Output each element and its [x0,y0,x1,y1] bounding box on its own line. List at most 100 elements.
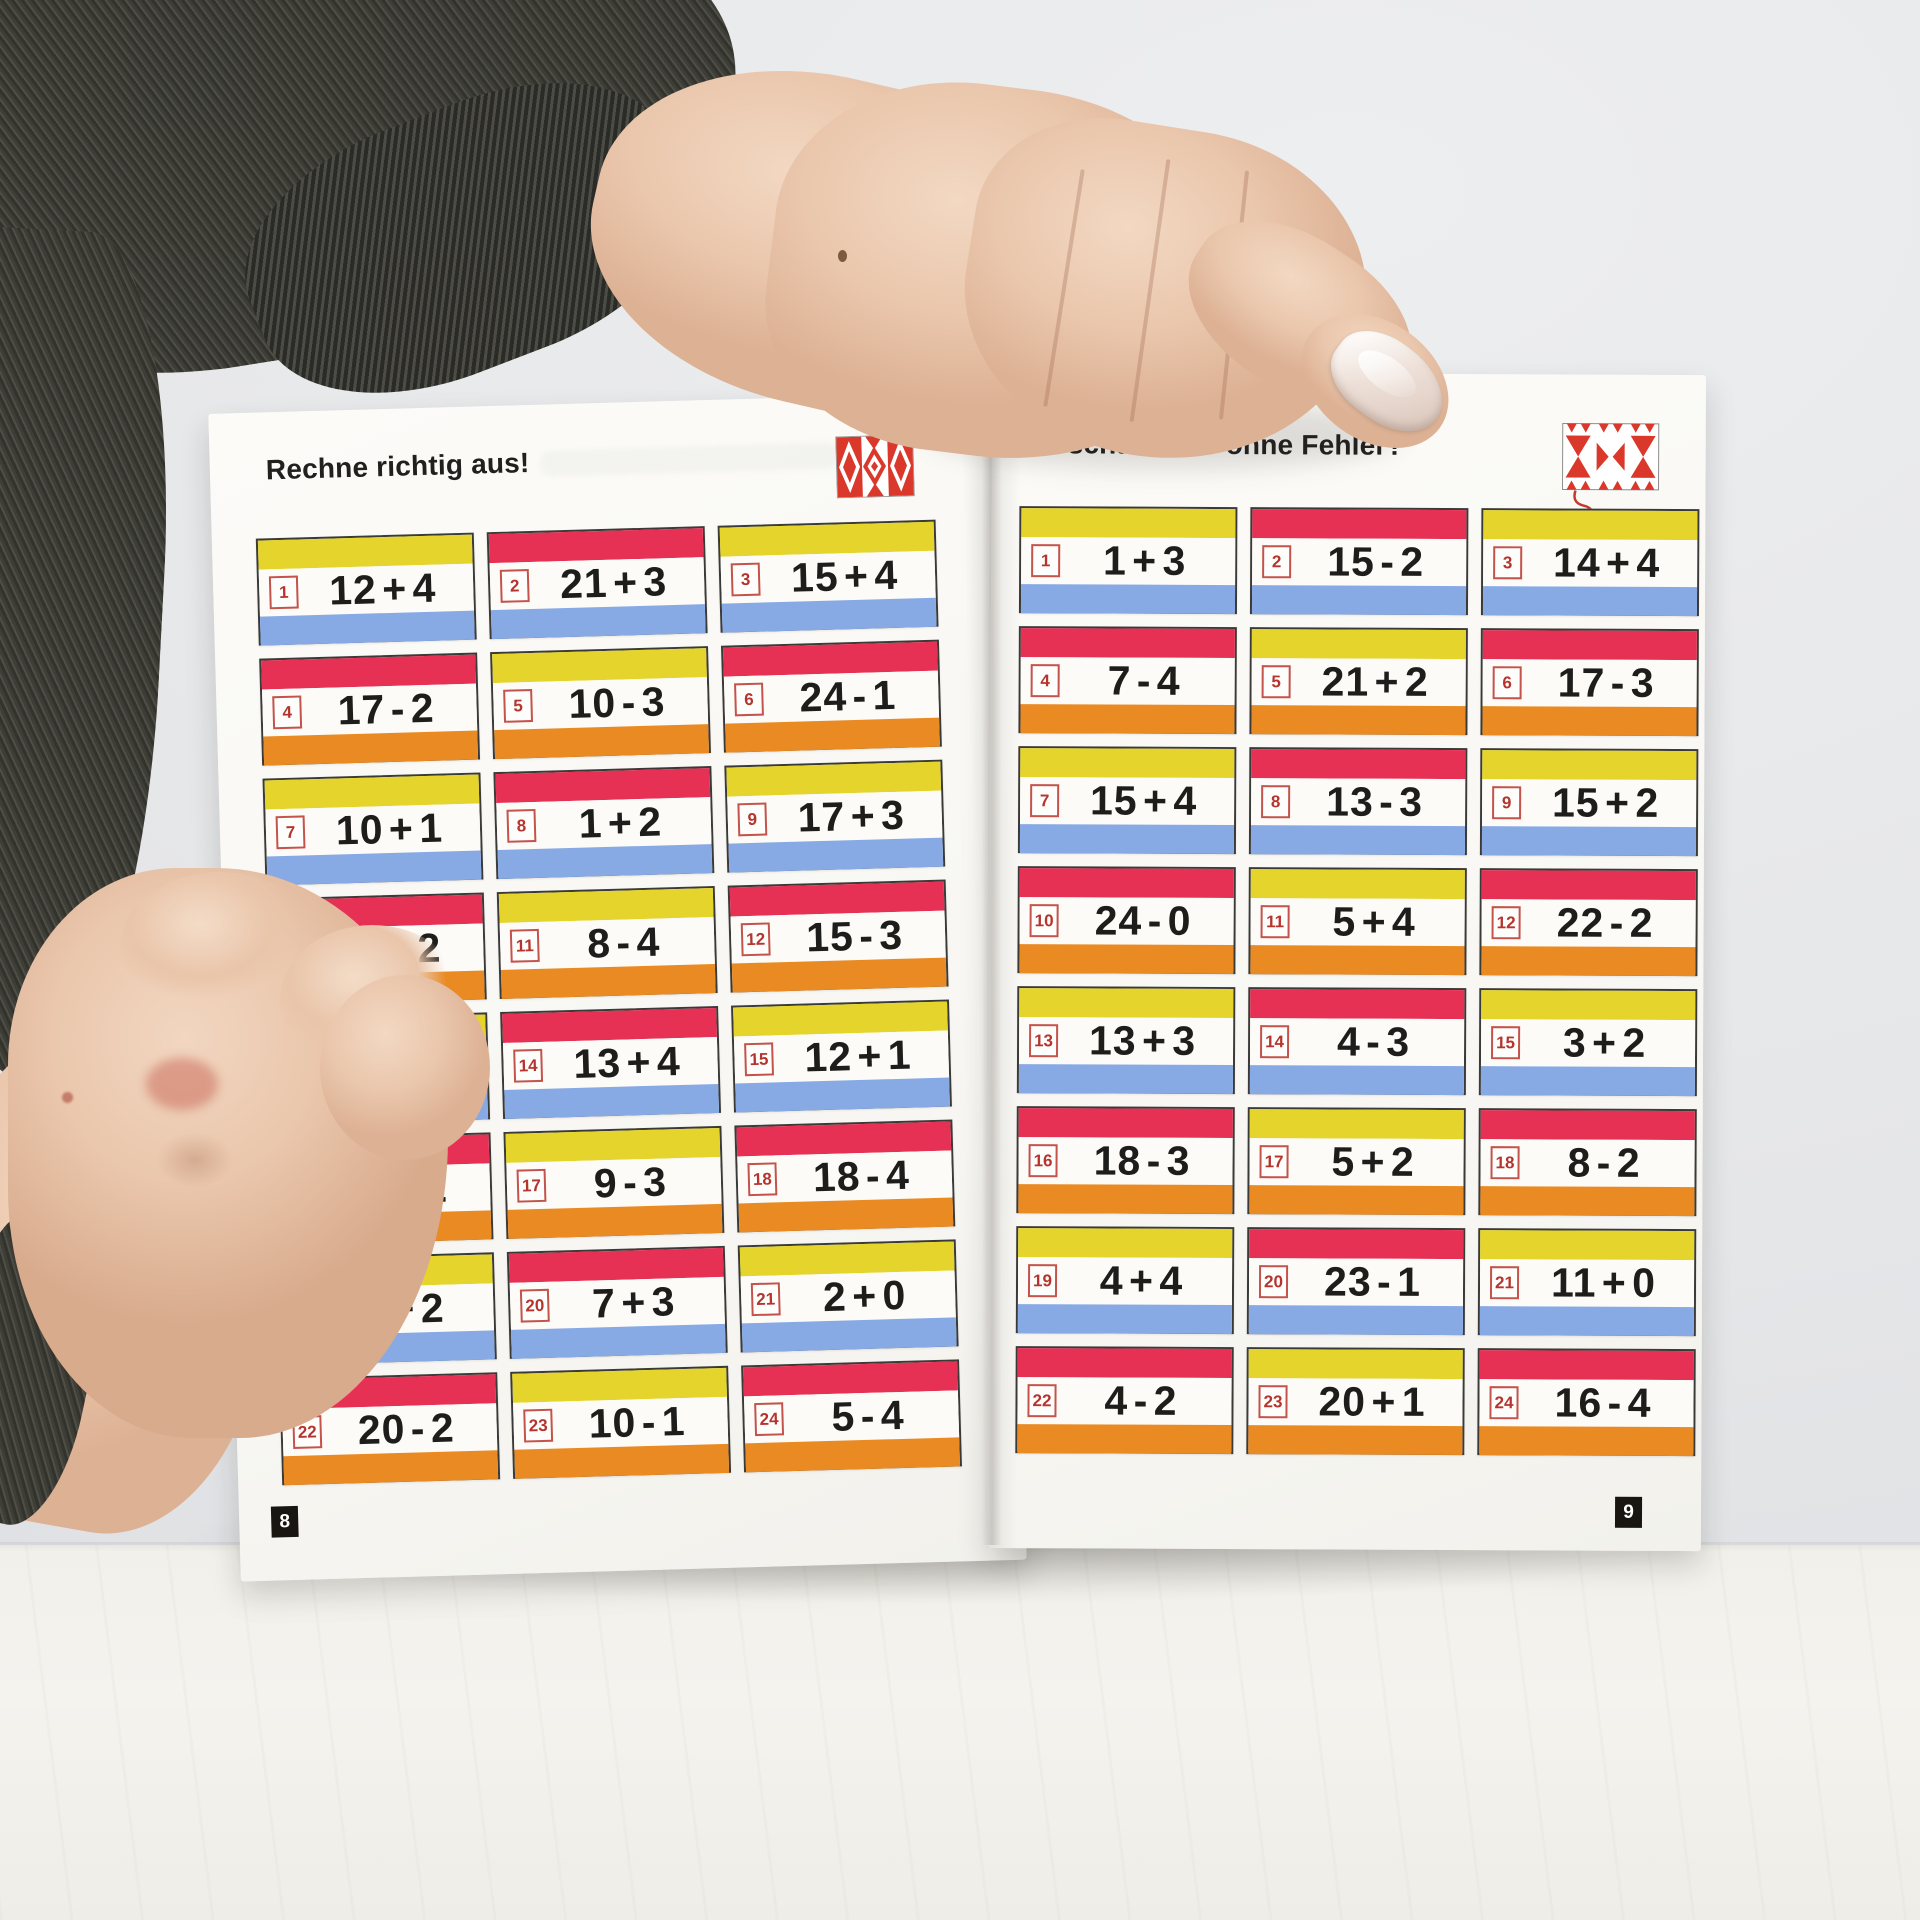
problem-number: 24 [754,1402,785,1437]
stripe-bottom [1250,945,1465,976]
problem-tile: 11 5 + 4 [1248,867,1467,976]
problem-expression: 18 - 3 [1093,1137,1191,1184]
red-skin-dot [62,1092,73,1103]
problem-tile: 20 23 - 1 [1246,1227,1466,1336]
tile-middle: 19 4 + 4 [1017,1257,1233,1306]
diamond-pattern-logo [835,434,915,499]
triangle-pattern-logo [1561,422,1660,531]
problem-tile: 5 21 + 2 [1249,627,1468,736]
problem-expression: 20 - 2 [357,1404,456,1454]
problem-expression: 5 - 4 [830,1391,906,1440]
stripe-top [1481,870,1696,901]
problem-tile: 8 1 + 2 [493,766,715,880]
tile-middle: 14 13 + 4 [502,1036,719,1090]
problem-expression: 12 + 4 [328,564,437,614]
problem-tile: 24 5 - 4 [741,1359,962,1473]
stripe-top [1018,1108,1233,1139]
stripe-bottom [1249,1065,1464,1096]
tile-middle: 10 24 - 0 [1019,897,1234,946]
stripe-top [1482,750,1697,781]
problem-expression: 22 - 2 [1556,899,1654,946]
stripe-top [1481,990,1696,1021]
problem-expression: 1 + 2 [578,798,663,847]
tile-middle: 9 17 + 3 [727,790,943,844]
stripe-top [1250,989,1465,1020]
problem-expression: 13 + 4 [572,1038,682,1087]
problem-tile: 10 24 - 0 [1017,866,1236,975]
problem-expression: 16 - 4 [1554,1379,1652,1426]
problem-number: 9 [737,802,768,837]
problem-number: 10 [1029,904,1059,938]
stripe-bottom [1248,1305,1463,1336]
problem-expression: 18 - 4 [812,1151,911,1201]
problem-number: 4 [272,695,303,730]
problem-tile: 12 15 - 3 [727,879,949,993]
problem-expression: 15 + 4 [790,551,899,601]
problem-tile: 3 14 + 4 [1480,508,1700,617]
problem-number: 12 [1491,906,1521,940]
stripe-top [1480,1230,1695,1261]
problem-tile: 15 12 + 1 [731,999,952,1113]
tile-middle: 24 5 - 4 [743,1390,960,1444]
problem-number: 5 [1261,665,1291,699]
stripe-top [1249,1229,1464,1260]
problem-number: 18 [1490,1146,1520,1180]
problem-number: 7 [1030,784,1060,818]
tile-middle: 2 21 + 3 [489,557,705,611]
stripe-top [1479,1350,1694,1381]
problem-expression: 10 + 1 [335,804,444,854]
problem-number: 17 [1259,1145,1289,1179]
problem-expression: 11 + 0 [1550,1259,1657,1306]
problem-tile: 11 8 - 4 [496,885,718,1000]
stripe-top [1019,868,1234,899]
problems-grid-right: 1 1 + 3 2 15 - 2 3 14 + 4 4 7 - 4 5 21 [1015,506,1700,1457]
stripe-bottom [1018,1184,1233,1215]
tile-middle: 8 1 + 2 [496,797,712,851]
tile-middle: 12 22 - 2 [1481,899,1696,948]
problem-number: 1 [1031,544,1061,578]
tile-middle: 21 2 + 0 [740,1270,956,1324]
problem-expression: 13 - 3 [1326,778,1424,825]
problem-expression: 4 - 2 [1104,1377,1178,1424]
tile-middle: 18 18 - 4 [737,1150,953,1204]
problem-tile: 7 15 + 4 [1017,746,1237,855]
problem-expression: 4 + 4 [1099,1257,1184,1304]
problem-tile: 15 3 + 2 [1478,988,1698,1097]
problem-tile: 21 11 + 0 [1477,1228,1697,1337]
stripe-bottom [1020,584,1236,615]
problem-number: 20 [1258,1265,1289,1299]
problem-number: 20 [519,1288,550,1323]
problem-tile: 9 17 + 3 [724,759,946,873]
problem-number: 8 [506,808,537,843]
stripe-bottom [725,717,940,753]
tile-middle: 7 10 + 1 [265,803,481,857]
problem-expression: 13 + 3 [1088,1017,1197,1064]
problem-number: 23 [523,1408,554,1443]
problem-expression: 5 + 4 [1332,898,1416,945]
problem-tile: 1 1 + 3 [1018,506,1238,615]
stripe-bottom [1480,1066,1695,1097]
problem-number: 1 [268,575,299,610]
tile-middle: 6 24 - 1 [723,670,940,724]
tile-middle: 5 21 + 2 [1251,658,1466,707]
tile-middle: 7 15 + 4 [1020,777,1235,826]
stripe-bottom [507,1203,723,1239]
problem-tile: 9 15 + 2 [1479,748,1699,857]
problem-tile: 6 17 - 3 [1480,628,1699,737]
problem-tile: 14 13 + 4 [500,1005,722,1119]
problem-tile: 19 4 + 4 [1015,1226,1235,1335]
problem-number: 15 [744,1042,774,1077]
problem-number: 19 [1027,1264,1058,1298]
stripe-bottom [497,844,713,880]
tile-middle: 24 16 - 4 [1479,1379,1694,1428]
problem-expression: 3 + 2 [1562,1019,1647,1066]
booklet-fold [982,380,1002,1545]
problem-expression: 1 + 3 [1102,537,1187,584]
problem-number: 16 [1028,1144,1058,1178]
tile-middle: 12 15 - 3 [730,910,946,964]
problem-number: 22 [1027,1384,1057,1418]
problem-number: 9 [1492,786,1522,820]
problem-number: 5 [503,689,534,723]
stripe-bottom [1017,1304,1232,1335]
